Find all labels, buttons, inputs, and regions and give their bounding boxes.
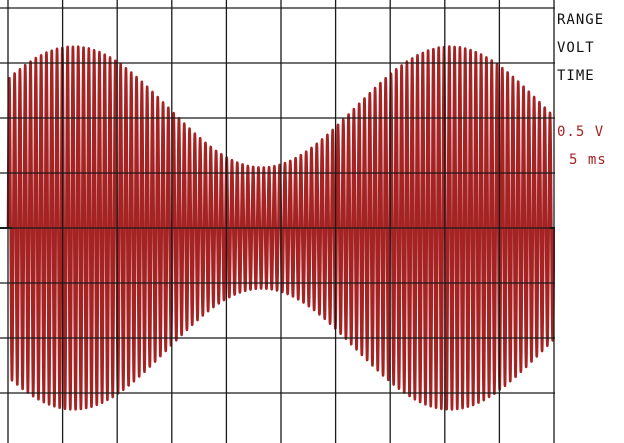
volt-label: VOLT [557, 40, 595, 56]
graticule [0, 0, 555, 443]
range-label: RANGE [557, 12, 605, 28]
time-label: TIME [557, 68, 595, 84]
oscilloscope-screen [0, 0, 555, 443]
time-per-division-value: 5 ms [569, 152, 607, 168]
volt-per-division-value: 0.5 V [557, 124, 605, 140]
